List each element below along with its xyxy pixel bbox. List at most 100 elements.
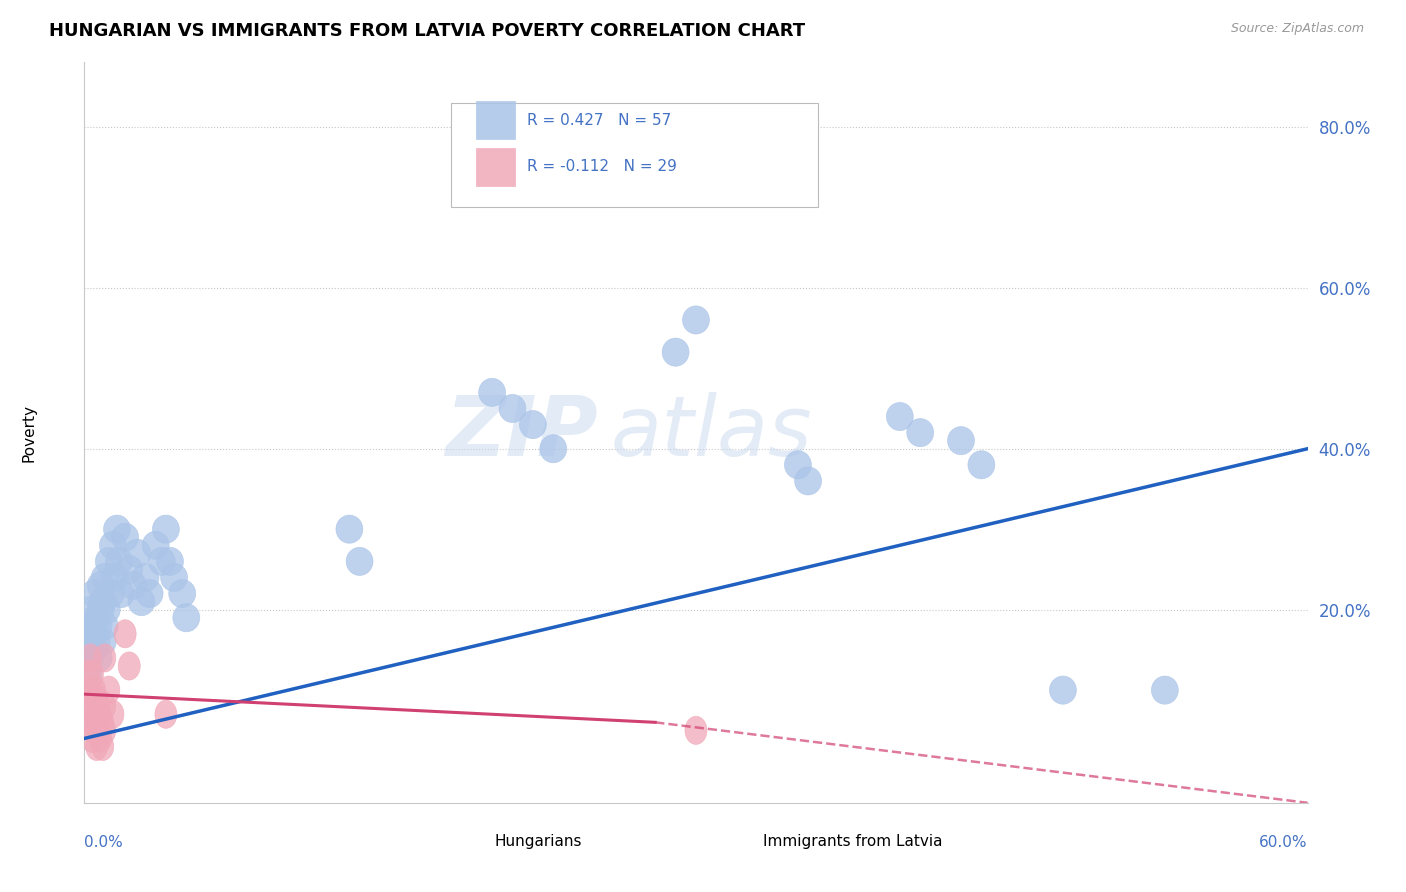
Ellipse shape (519, 410, 547, 439)
Ellipse shape (111, 524, 139, 551)
Ellipse shape (82, 708, 104, 737)
Ellipse shape (91, 732, 114, 761)
Ellipse shape (478, 378, 506, 407)
FancyBboxPatch shape (449, 823, 481, 860)
Text: Hungarians: Hungarians (494, 834, 582, 849)
Ellipse shape (86, 612, 112, 640)
Ellipse shape (96, 548, 122, 575)
Ellipse shape (101, 564, 128, 591)
Ellipse shape (785, 450, 811, 479)
Ellipse shape (94, 692, 115, 721)
Ellipse shape (94, 644, 115, 672)
Ellipse shape (91, 708, 114, 737)
Ellipse shape (101, 700, 124, 729)
Ellipse shape (169, 580, 195, 607)
Ellipse shape (1049, 676, 1077, 704)
Ellipse shape (93, 596, 121, 624)
Ellipse shape (149, 548, 176, 575)
Ellipse shape (115, 556, 142, 583)
Ellipse shape (540, 434, 567, 463)
Ellipse shape (499, 394, 526, 423)
Ellipse shape (794, 467, 821, 495)
Ellipse shape (105, 548, 132, 575)
Ellipse shape (82, 620, 108, 648)
Ellipse shape (86, 684, 108, 712)
FancyBboxPatch shape (475, 147, 515, 186)
Ellipse shape (87, 572, 114, 599)
Text: 0.0%: 0.0% (84, 835, 124, 850)
Text: Poverty: Poverty (22, 403, 37, 462)
Ellipse shape (136, 580, 163, 607)
Ellipse shape (90, 724, 111, 753)
Text: ZIP: ZIP (446, 392, 598, 473)
Text: R = -0.112   N = 29: R = -0.112 N = 29 (527, 159, 678, 174)
Ellipse shape (108, 580, 135, 607)
Ellipse shape (100, 532, 127, 559)
Ellipse shape (98, 676, 120, 704)
Ellipse shape (886, 402, 914, 431)
Ellipse shape (80, 676, 101, 704)
Ellipse shape (83, 700, 105, 729)
Ellipse shape (80, 692, 101, 721)
Ellipse shape (86, 708, 108, 737)
Ellipse shape (89, 628, 117, 656)
FancyBboxPatch shape (718, 823, 749, 860)
Ellipse shape (82, 660, 104, 688)
Ellipse shape (75, 628, 101, 656)
Ellipse shape (87, 716, 110, 745)
Text: R = 0.427   N = 57: R = 0.427 N = 57 (527, 112, 672, 128)
Ellipse shape (155, 700, 177, 729)
Ellipse shape (91, 564, 118, 591)
Ellipse shape (682, 306, 710, 334)
Text: atlas: atlas (610, 392, 813, 473)
Ellipse shape (948, 426, 974, 455)
Ellipse shape (87, 596, 114, 624)
Ellipse shape (156, 548, 183, 575)
Ellipse shape (662, 338, 689, 367)
Text: HUNGARIAN VS IMMIGRANTS FROM LATVIA POVERTY CORRELATION CHART: HUNGARIAN VS IMMIGRANTS FROM LATVIA POVE… (49, 22, 806, 40)
Ellipse shape (91, 612, 118, 640)
Ellipse shape (142, 532, 169, 559)
Ellipse shape (685, 716, 707, 745)
Ellipse shape (83, 604, 110, 632)
Ellipse shape (87, 692, 110, 721)
Ellipse shape (83, 676, 105, 704)
Ellipse shape (77, 684, 100, 712)
Ellipse shape (173, 604, 200, 632)
Ellipse shape (83, 628, 110, 656)
Ellipse shape (128, 588, 155, 615)
Ellipse shape (97, 580, 124, 607)
Ellipse shape (1152, 676, 1178, 704)
Text: Source: ZipAtlas.com: Source: ZipAtlas.com (1230, 22, 1364, 36)
Ellipse shape (94, 716, 115, 745)
Ellipse shape (967, 450, 995, 479)
Ellipse shape (77, 660, 100, 688)
Ellipse shape (120, 572, 146, 599)
Ellipse shape (77, 644, 104, 672)
Ellipse shape (82, 580, 108, 607)
Ellipse shape (152, 515, 180, 543)
Ellipse shape (336, 515, 363, 543)
Ellipse shape (907, 418, 934, 447)
Ellipse shape (79, 636, 105, 664)
Ellipse shape (124, 540, 150, 567)
Ellipse shape (104, 515, 131, 543)
Text: 60.0%: 60.0% (1260, 835, 1308, 850)
Ellipse shape (79, 596, 105, 624)
Ellipse shape (160, 564, 187, 591)
Ellipse shape (114, 620, 136, 648)
Ellipse shape (86, 644, 112, 672)
Ellipse shape (77, 612, 104, 640)
Ellipse shape (90, 700, 111, 729)
Ellipse shape (86, 732, 108, 761)
FancyBboxPatch shape (475, 101, 515, 139)
Ellipse shape (75, 660, 101, 688)
Ellipse shape (80, 644, 101, 672)
Ellipse shape (118, 652, 141, 680)
Ellipse shape (82, 724, 104, 753)
Ellipse shape (83, 716, 105, 745)
Ellipse shape (132, 564, 159, 591)
Text: Immigrants from Latvia: Immigrants from Latvia (763, 834, 943, 849)
Ellipse shape (346, 548, 373, 575)
Ellipse shape (89, 588, 117, 615)
